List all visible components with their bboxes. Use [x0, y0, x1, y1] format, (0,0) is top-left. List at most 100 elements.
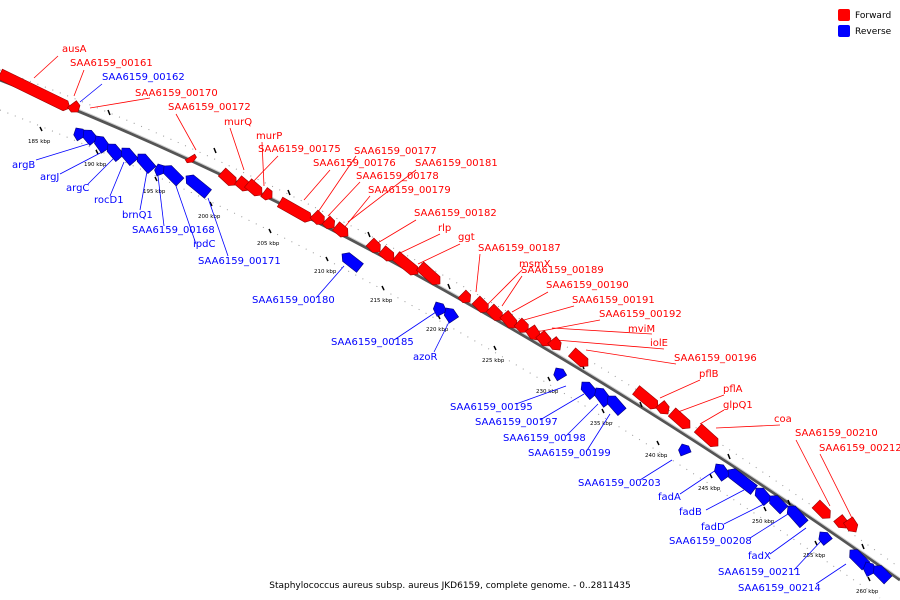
- forward-gene-label[interactable]: SAA6159_00192: [599, 309, 682, 320]
- forward-gene-label[interactable]: iolE: [650, 338, 668, 349]
- reverse-gene-label[interactable]: SAA6159_00199: [528, 448, 611, 459]
- reverse-gene-label[interactable]: SAA6159_00185: [331, 337, 414, 348]
- forward-gene-label[interactable]: SAA6159_00161: [70, 58, 153, 69]
- reverse-gene-label[interactable]: fadA: [658, 492, 681, 503]
- reverse-gene-arrow[interactable]: [443, 307, 460, 324]
- forward-gene-arrow[interactable]: [260, 187, 273, 201]
- reverse-gene-arrow[interactable]: [553, 367, 568, 382]
- forward-gene-arrow[interactable]: [0, 68, 71, 112]
- forward-gene-label[interactable]: SAA6159_00191: [572, 295, 655, 306]
- forward-gene-label[interactable]: rlp: [438, 223, 451, 234]
- forward-gene-label[interactable]: SAA6159_00182: [414, 208, 497, 219]
- reverse-gene-label[interactable]: fadB: [679, 507, 702, 518]
- forward-gene-label[interactable]: SAA6159_00170: [135, 88, 218, 99]
- reverse-gene-label[interactable]: rocD1: [94, 195, 124, 206]
- forward-gene-arrow[interactable]: [842, 516, 859, 533]
- reverse-gene-arrow[interactable]: [754, 487, 773, 507]
- forward-gene-label[interactable]: pflB: [699, 369, 719, 380]
- reverse-gene-arrow[interactable]: [606, 395, 627, 417]
- forward-gene-label[interactable]: SAA6159_00212: [819, 443, 900, 454]
- forward-gene-label[interactable]: msmX: [519, 259, 551, 270]
- forward-gene-arrow[interactable]: [547, 336, 562, 351]
- reverse-gene-label[interactable]: SAA6159_00208: [669, 536, 752, 547]
- reverse-gene-label[interactable]: SAA6159_00211: [718, 567, 801, 578]
- forward-gene-arrow[interactable]: [811, 499, 831, 519]
- reverse-gene-label[interactable]: SAA6159_00168: [132, 225, 215, 236]
- reverse-gene-arrow[interactable]: [714, 463, 731, 482]
- forward-gene-label[interactable]: SAA6159_00175: [258, 144, 341, 155]
- forward-gene-label[interactable]: SAA6159_00177: [354, 146, 437, 157]
- forward-gene-arrow[interactable]: [184, 153, 197, 164]
- forward-gene-label[interactable]: SAA6159_00189: [521, 265, 604, 276]
- forward-gene-arrow[interactable]: [332, 221, 349, 238]
- reverse-gene-label[interactable]: SAA6159_00197: [475, 417, 558, 428]
- forward-gene-label[interactable]: SAA6159_00196: [674, 353, 757, 364]
- forward-gene-arrow[interactable]: [693, 423, 719, 448]
- forward-gene-label[interactable]: SAA6159_00179: [368, 185, 451, 196]
- forward-gene-label[interactable]: SAA6159_00172: [168, 102, 251, 113]
- reverse-gene-label[interactable]: SAA6159_00214: [738, 583, 821, 594]
- reverse-gene-arrow[interactable]: [580, 381, 599, 401]
- forward-gene-arrow[interactable]: [309, 209, 325, 225]
- forward-gene-arrow[interactable]: [655, 400, 670, 415]
- forward-gene-label[interactable]: murQ: [224, 117, 252, 128]
- forward-gene-arrow[interactable]: [667, 407, 691, 430]
- reverse-gene-arrow[interactable]: [106, 143, 125, 163]
- reverse-gene-arrow[interactable]: [120, 147, 139, 167]
- forward-gene-label[interactable]: SAA6159_00181: [415, 158, 498, 169]
- forward-gene-arrow[interactable]: [471, 295, 489, 313]
- reverse-gene-arrow[interactable]: [73, 127, 88, 142]
- forward-gene-arrow[interactable]: [243, 178, 263, 197]
- reverse-gene-arrow[interactable]: [163, 165, 185, 187]
- reverse-gene-label[interactable]: SAA6159_00195: [450, 402, 533, 413]
- forward-gene-arrow[interactable]: [632, 385, 659, 410]
- reverse-gene-label[interactable]: azoR: [413, 352, 437, 363]
- reverse-gene-label[interactable]: argJ: [40, 172, 59, 183]
- reverse-gene-label[interactable]: SAA6159_00180: [252, 295, 335, 306]
- forward-gene-arrow[interactable]: [415, 261, 441, 286]
- reverse-gene-arrow[interactable]: [873, 565, 893, 585]
- forward-gene-arrow[interactable]: [378, 245, 395, 262]
- forward-gene-label[interactable]: SAA6159_00210: [795, 428, 878, 439]
- reverse-gene-arrow[interactable]: [82, 129, 99, 146]
- reverse-gene-label[interactable]: SAA6159_00162: [102, 72, 185, 83]
- reverse-gene-arrow[interactable]: [94, 135, 111, 154]
- forward-gene-label[interactable]: coa: [774, 414, 792, 425]
- forward-gene-label[interactable]: mviM: [628, 324, 655, 335]
- reverse-gene-arrow[interactable]: [341, 252, 364, 273]
- reverse-gene-arrow[interactable]: [432, 301, 448, 317]
- forward-gene-label[interactable]: SAA6159_00187: [478, 243, 561, 254]
- forward-gene-arrow[interactable]: [457, 289, 472, 304]
- forward-gene-arrow[interactable]: [321, 215, 336, 230]
- reverse-gene-label[interactable]: brnQ1: [122, 210, 153, 221]
- reverse-gene-label[interactable]: SAA6159_00171: [198, 256, 281, 267]
- reverse-gene-label[interactable]: SAA6159_00198: [503, 433, 586, 444]
- reverse-gene-label[interactable]: fadX: [748, 551, 771, 562]
- forward-gene-arrow[interactable]: [276, 196, 313, 223]
- forward-gene-label[interactable]: pflA: [723, 384, 743, 395]
- reverse-gene-label[interactable]: argB: [12, 160, 35, 171]
- forward-gene-label[interactable]: glpQ1: [723, 400, 753, 411]
- forward-gene-arrow[interactable]: [567, 347, 589, 368]
- forward-gene-label[interactable]: murP: [256, 131, 282, 142]
- reverse-gene-label[interactable]: ipdC: [193, 239, 215, 250]
- reverse-gene-label[interactable]: argC: [66, 183, 89, 194]
- reverse-gene-arrow[interactable]: [769, 495, 789, 515]
- reverse-gene-arrow[interactable]: [786, 505, 809, 529]
- forward-gene-label[interactable]: ggt: [458, 232, 475, 243]
- forward-gene-label[interactable]: SAA6159_00190: [546, 280, 629, 291]
- reverse-gene-arrow[interactable]: [678, 443, 692, 457]
- reverse-gene-label[interactable]: fadD: [701, 522, 725, 533]
- reverse-gene-arrow[interactable]: [185, 174, 212, 199]
- forward-gene-arrow[interactable]: [365, 237, 381, 253]
- reverse-gene-arrow[interactable]: [727, 468, 758, 495]
- reverse-gene-label[interactable]: SAA6159_00203: [578, 478, 661, 489]
- reverse-gene-arrow[interactable]: [818, 531, 833, 546]
- forward-gene-label[interactable]: SAA6159_00176: [313, 158, 396, 169]
- forward-gene-arrow[interactable]: [513, 317, 529, 333]
- forward-gene-label[interactable]: SAA6159_00178: [356, 171, 439, 182]
- reverse-gene-arrow[interactable]: [136, 153, 157, 175]
- forward-gene-arrow[interactable]: [67, 100, 81, 113]
- forward-gene-label[interactable]: ausA: [62, 44, 87, 55]
- forward-gene-arrow[interactable]: [392, 251, 419, 276]
